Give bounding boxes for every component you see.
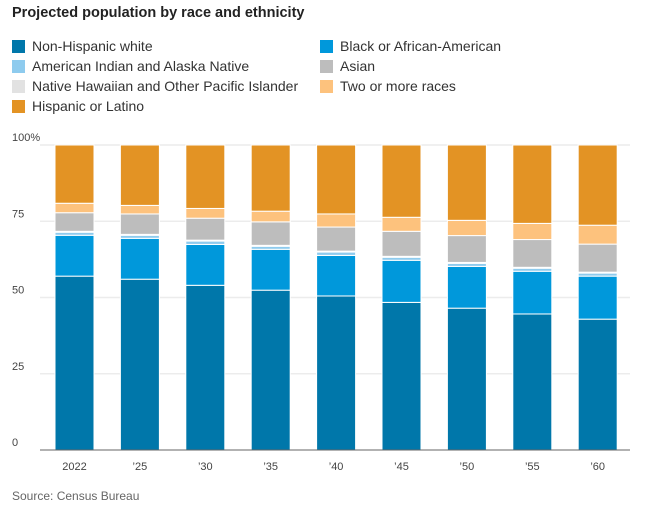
- y-tick-label: 50: [12, 285, 24, 297]
- y-tick-label: 75: [12, 208, 24, 220]
- legend-item: American Indian and Alaska Native: [12, 58, 249, 74]
- legend-swatch: [12, 59, 25, 73]
- bar-segment: [446, 235, 487, 263]
- bar-segment: [119, 213, 160, 235]
- bar-segment: [185, 207, 226, 219]
- legend-label: Asian: [340, 58, 376, 74]
- bar-segment: [381, 144, 422, 218]
- legend-label: Hispanic or Latino: [32, 98, 145, 114]
- bar-segment: [54, 212, 95, 232]
- bar-segment: [446, 265, 487, 309]
- bar-segment: [512, 144, 553, 224]
- bar-segment: [577, 318, 618, 451]
- legend-swatch: [320, 79, 333, 93]
- legend-item: Non-Hispanic white: [12, 38, 153, 54]
- x-tick-label: ’25: [133, 461, 148, 473]
- bar-segment: [381, 259, 422, 303]
- x-tick-label: ’30: [198, 461, 213, 473]
- bar-segment: [577, 275, 618, 320]
- y-tick-label: 25: [12, 361, 24, 373]
- bar-segment: [381, 301, 422, 451]
- x-tick-label: ’55: [525, 461, 540, 473]
- bar-segment: [512, 313, 553, 451]
- bar-segment: [250, 248, 291, 291]
- bar-segment: [512, 239, 553, 268]
- bar-segment: [316, 213, 357, 228]
- bar-segment: [54, 275, 95, 451]
- bar-segment: [54, 202, 95, 214]
- legend-label: American Indian and Alaska Native: [32, 58, 250, 74]
- bar-segment: [54, 234, 95, 277]
- bar-segment: [316, 144, 357, 215]
- legend-item: Two or more races: [320, 78, 456, 94]
- bar-segment: [185, 217, 226, 241]
- bar-segment: [250, 210, 291, 223]
- bar-segment: [446, 307, 487, 451]
- legend-label: Two or more races: [340, 78, 456, 94]
- bar-segment: [381, 230, 422, 257]
- bar-segment: [446, 219, 487, 237]
- x-tick-label: 2022: [62, 461, 86, 473]
- chart-title: Projected population by race and ethnici…: [12, 5, 305, 21]
- source-note: Source: Census Bureau: [12, 489, 140, 503]
- x-tick-label: ’50: [460, 461, 475, 473]
- x-tick-label: ’45: [394, 461, 409, 473]
- legend-swatch: [320, 59, 333, 73]
- bar-segment: [250, 221, 291, 246]
- bar-segment: [185, 284, 226, 451]
- bar-segment: [119, 204, 160, 215]
- bar-segment: [185, 240, 226, 245]
- legend-item: Black or African-American: [320, 38, 501, 54]
- legend-swatch: [320, 39, 333, 53]
- bar-segment: [119, 237, 160, 280]
- bar-segment: [381, 216, 422, 232]
- bar-segment: [54, 144, 95, 204]
- y-tick-label: 100%: [12, 132, 40, 144]
- legend-item: Native Hawaiian and Other Pacific Island…: [12, 78, 298, 94]
- bar-segment: [250, 289, 291, 451]
- legend-swatch: [12, 79, 25, 93]
- bar-segment: [446, 144, 487, 221]
- bar-segment: [185, 144, 226, 209]
- bar-segment: [577, 144, 618, 226]
- legend-swatch: [12, 39, 25, 53]
- bar-segment: [512, 222, 553, 241]
- legend-label: Native Hawaiian and Other Pacific Island…: [32, 78, 299, 94]
- bar-segment: [577, 224, 618, 245]
- bar-segment: [512, 270, 553, 315]
- bar-segment: [316, 254, 357, 297]
- legend-label: Black or African-American: [340, 38, 502, 54]
- legend-item: Hispanic or Latino: [12, 98, 144, 114]
- legend-label: Non-Hispanic white: [32, 38, 153, 54]
- x-tick-label: ’60: [590, 461, 605, 473]
- x-tick-label: ’35: [263, 461, 278, 473]
- x-tick-label: ’40: [329, 461, 344, 473]
- legend-swatch: [12, 99, 25, 113]
- bar-segment: [119, 278, 160, 451]
- y-tick-label: 0: [12, 437, 18, 449]
- legend-item: Asian: [320, 58, 375, 74]
- bar-segment: [185, 243, 226, 286]
- bar-segment: [577, 243, 618, 273]
- bar-segment: [316, 226, 357, 252]
- bar-segment: [250, 144, 291, 212]
- bar-segment: [316, 295, 357, 451]
- bar-segment: [119, 144, 160, 206]
- bar-segment: [316, 251, 357, 256]
